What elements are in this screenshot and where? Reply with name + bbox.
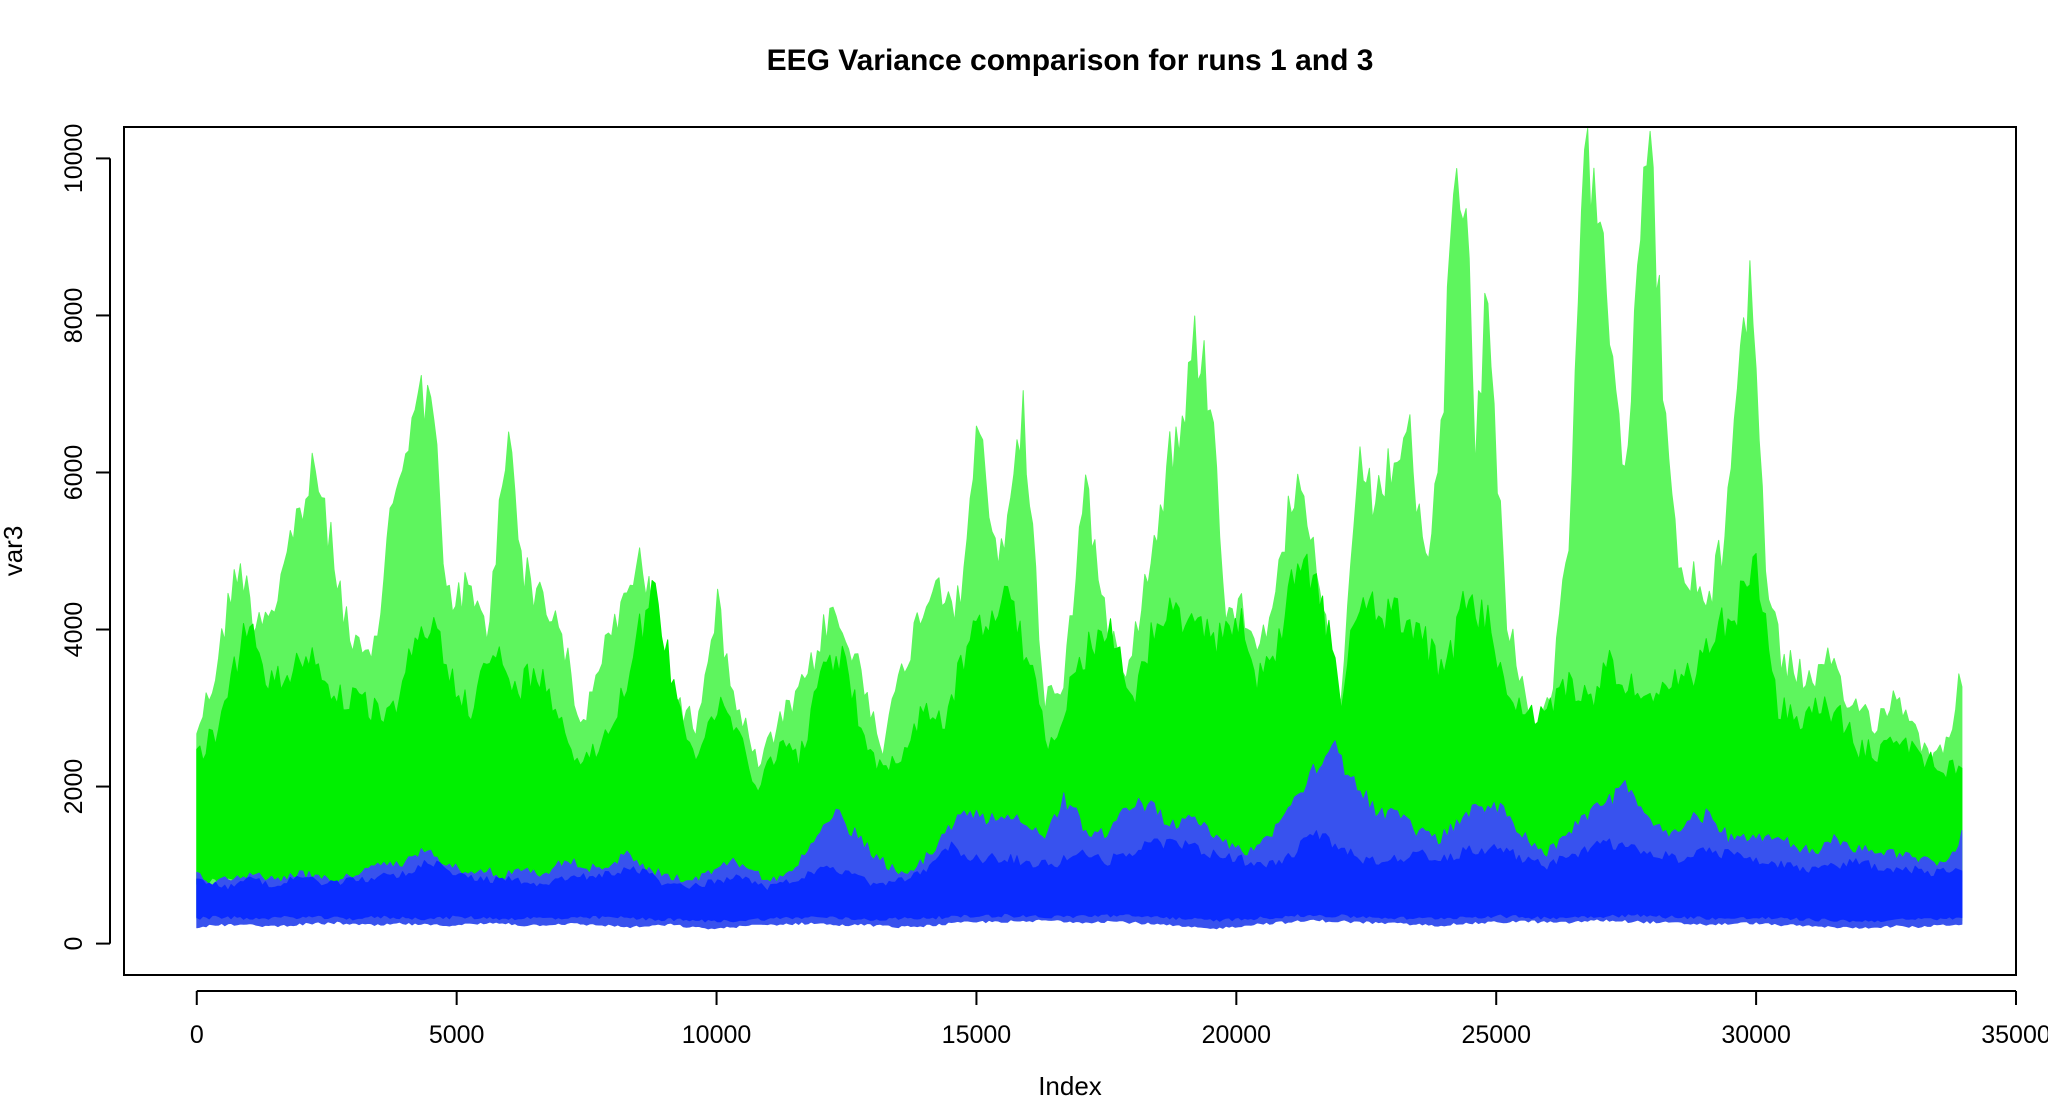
x-axis: 0 5000 10000 15000 20000 25000 30000 35000 — [190, 990, 2048, 1049]
chart-title: EEG Variance comparison for runs 1 and 3 — [767, 44, 1374, 77]
y-axis-title: var3 — [0, 526, 28, 577]
series-layer — [196, 128, 1963, 930]
x-tick-label: 5000 — [429, 1021, 485, 1049]
y-tick-label: 10000 — [60, 124, 88, 194]
y-tick-label: 0 — [60, 937, 88, 951]
y-tick-label: 6000 — [60, 445, 88, 501]
x-axis-title: Index — [1038, 1071, 1102, 1101]
x-tick-label: 30000 — [1721, 1021, 1791, 1049]
y-tick-label: 8000 — [60, 288, 88, 344]
x-tick-label: 0 — [190, 1021, 204, 1049]
y-tick-label: 4000 — [60, 602, 88, 658]
x-tick-label: 15000 — [942, 1021, 1012, 1049]
x-tick-label: 35000 — [1981, 1021, 2048, 1049]
x-tick-label: 25000 — [1461, 1021, 1531, 1049]
series-area-4 — [196, 830, 1963, 923]
plot-frame — [123, 126, 2017, 976]
y-axis: 0 2000 4000 6000 8000 10000 — [60, 124, 111, 951]
x-tick-label: 20000 — [1202, 1021, 1272, 1049]
y-tick-label: 2000 — [60, 759, 88, 815]
x-tick-label: 10000 — [682, 1021, 752, 1049]
